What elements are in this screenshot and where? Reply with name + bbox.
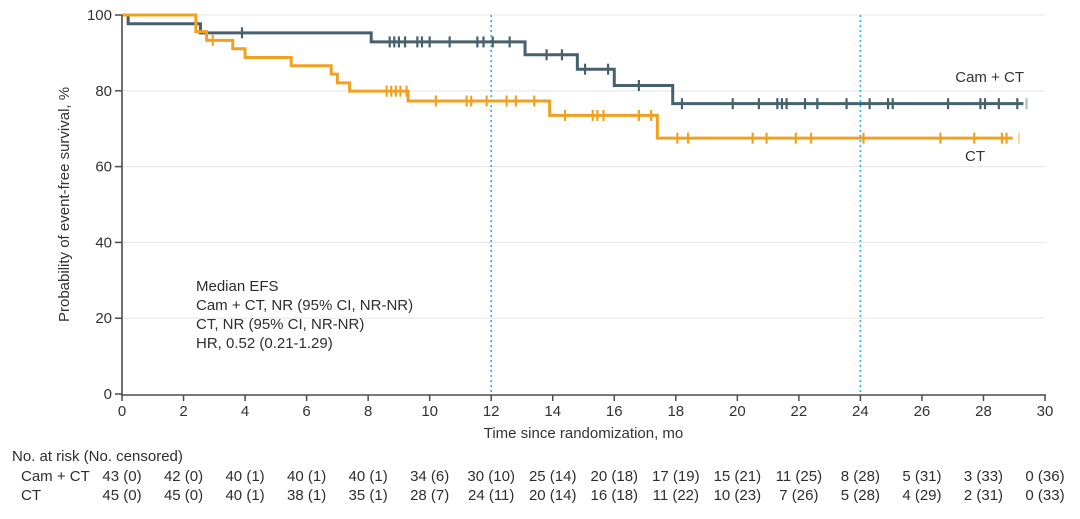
x-tick-label-16: 16	[606, 403, 623, 420]
x-tick-label-26: 26	[914, 403, 931, 420]
y-axis-title: Probability of event-free survival, %	[56, 86, 73, 323]
x-tick-label-30: 30	[1037, 403, 1054, 420]
annotation-line-hazard-ratio: HR, 0.52 (0.21-1.29)	[196, 335, 333, 352]
risk-row-label-ct: CT	[21, 487, 41, 504]
y-tick-label-0: 0	[104, 386, 112, 403]
risk-count-cell: 28 (7)	[410, 487, 450, 504]
risk-count-cell: 3 (33)	[963, 468, 1004, 485]
risk-count-cell: 16 (18)	[590, 487, 639, 504]
risk-count-cell: 17 (19)	[652, 468, 700, 485]
x-axis-title: Time since randomization, mo	[483, 425, 684, 442]
risk-count-cell: 34 (6)	[410, 468, 450, 485]
curve-label-ct: CT	[965, 148, 985, 165]
y-tick-label-40: 40	[95, 234, 112, 251]
risk-table-header: No. at risk (No. censored)	[12, 448, 183, 465]
risk-count-cell: 7 (26)	[779, 487, 819, 504]
x-tick-label-22: 22	[791, 403, 808, 420]
x-tick-label-6: 6	[302, 403, 310, 420]
median-efs-annotation: Median EFS Cam + CT, NR (95% CI, NR-NR) …	[196, 277, 413, 353]
risk-count-cell: 24 (11)	[467, 487, 515, 504]
risk-count-cell: 40 (1)	[348, 468, 388, 485]
risk-count-cell: 5 (28)	[840, 487, 880, 504]
risk-count-cell: 5 (31)	[902, 468, 942, 485]
y-tick-label-20: 20	[95, 310, 112, 327]
risk-count-cell: 0 (33)	[1025, 487, 1065, 504]
x-tick-label-2: 2	[179, 403, 187, 420]
risk-row-label-cam-ct: Cam + CT	[21, 468, 90, 485]
x-tick-label-18: 18	[667, 403, 684, 420]
risk-count-cell: 30 (10)	[467, 468, 515, 485]
risk-count-cell: 45 (0)	[102, 487, 142, 504]
curve-label-cam-ct: Cam + CT	[955, 69, 1024, 86]
risk-count-cell: 25 (14)	[528, 468, 577, 485]
risk-count-cell: 45 (0)	[163, 487, 204, 504]
y-tick-label-60: 60	[95, 159, 112, 176]
risk-count-cell: 10 (23)	[713, 487, 762, 504]
risk-count-cell: 40 (1)	[287, 468, 327, 485]
risk-count-cell: 40 (1)	[225, 468, 265, 485]
risk-count-cell: 43 (0)	[102, 468, 142, 485]
risk-count-cell: 0 (36)	[1025, 468, 1065, 485]
x-tick-label-12: 12	[483, 403, 500, 420]
y-tick-label-80: 80	[95, 83, 112, 100]
risk-count-cell: 11 (22)	[652, 487, 700, 504]
x-tick-label-10: 10	[421, 403, 438, 420]
risk-count-cell: 2 (31)	[963, 487, 1004, 504]
x-tick-label-8: 8	[364, 403, 372, 420]
annotation-line-camct-ci: Cam + CT, NR (95% CI, NR-NR)	[196, 297, 414, 314]
x-tick-label-24: 24	[852, 403, 869, 420]
risk-count-cell: 40 (1)	[225, 487, 265, 504]
risk-count-cell: 4 (29)	[902, 487, 942, 504]
km-curve-ct	[122, 13, 1013, 140]
annotation-line-ct-ci: CT, NR (95% CI, NR-NR)	[196, 316, 365, 333]
x-tick-label-14: 14	[544, 403, 561, 420]
annotation-line-median-efs: Median EFS	[196, 278, 279, 295]
x-tick-label-28: 28	[975, 403, 992, 420]
risk-count-cell: 11 (25)	[775, 468, 823, 485]
x-tick-label-20: 20	[729, 403, 746, 420]
risk-count-cell: 20 (18)	[590, 468, 639, 485]
risk-count-cell: 35 (1)	[348, 487, 388, 504]
risk-count-cell: 42 (0)	[163, 468, 204, 485]
y-tick-label-100: 100	[87, 7, 112, 24]
risk-count-cell: 20 (14)	[528, 487, 577, 504]
risk-count-cell: 8 (28)	[840, 468, 880, 485]
risk-count-cell: 38 (1)	[287, 487, 327, 504]
x-tick-label-4: 4	[241, 403, 249, 420]
x-tick-label-0: 0	[118, 403, 126, 420]
km-curve-cam-ct	[122, 13, 1024, 106]
risk-count-cell: 15 (21)	[713, 468, 762, 485]
